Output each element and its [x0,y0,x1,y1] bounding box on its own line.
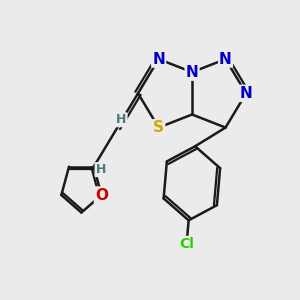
Text: S: S [153,120,164,135]
Text: O: O [95,188,108,202]
Text: N: N [186,65,199,80]
Text: N: N [219,52,232,67]
Text: N: N [152,52,165,67]
Text: H: H [96,163,106,176]
Text: N: N [240,86,253,101]
Text: H: H [116,113,127,126]
Text: Cl: Cl [179,237,194,251]
